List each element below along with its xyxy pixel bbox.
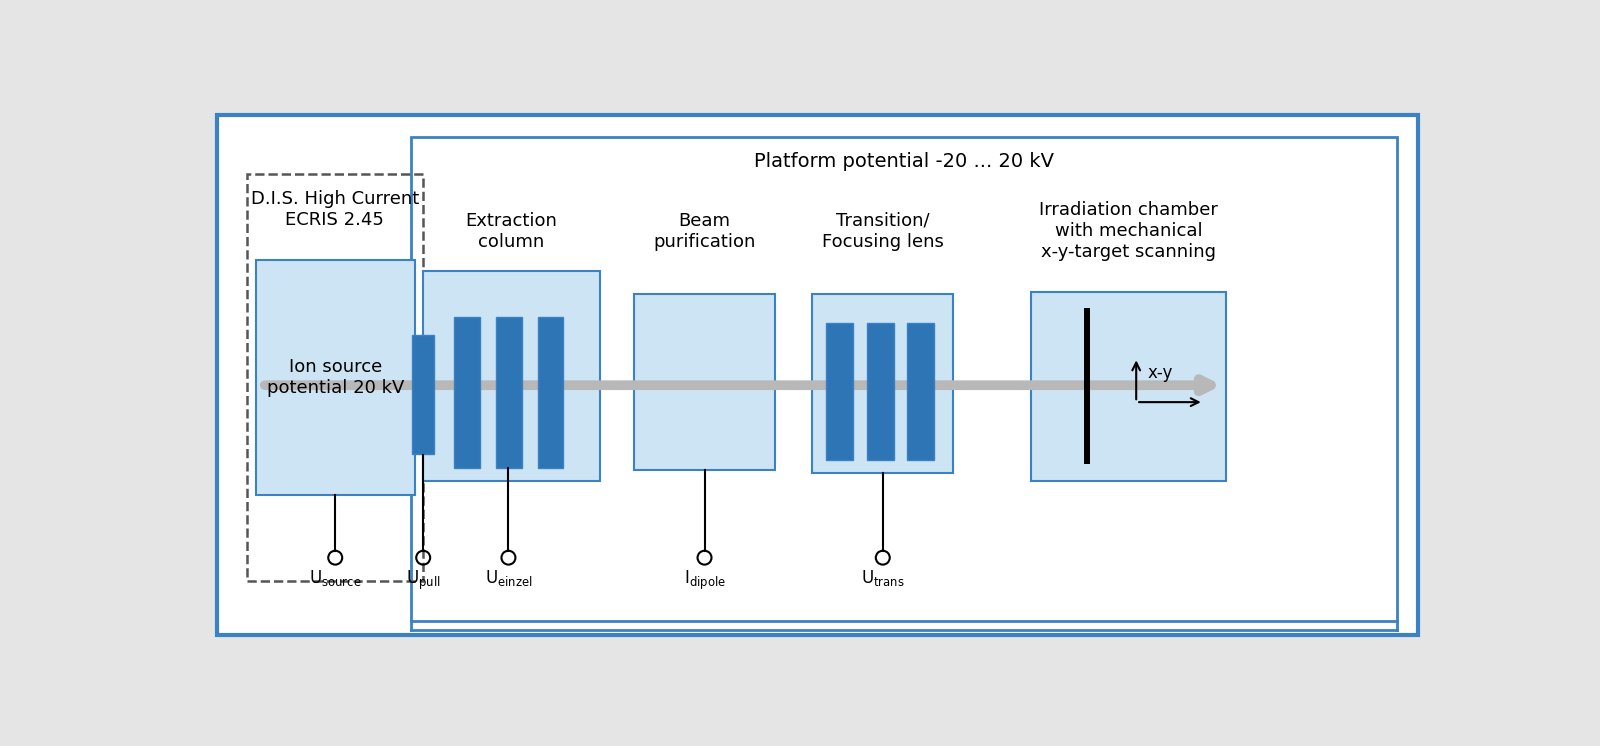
Text: $\mathrm{U}_{\mathregular{einzel}}$: $\mathrm{U}_{\mathregular{einzel}}$ bbox=[485, 568, 533, 589]
Bar bbox=[413, 335, 434, 454]
Bar bbox=[256, 260, 414, 495]
Text: Extraction
column: Extraction column bbox=[466, 212, 557, 251]
Text: x-y: x-y bbox=[1147, 364, 1173, 382]
Bar bbox=[422, 272, 600, 480]
Bar bbox=[411, 137, 1397, 621]
Bar bbox=[246, 175, 422, 581]
Text: Beam
purification: Beam purification bbox=[653, 212, 755, 251]
Bar bbox=[538, 318, 563, 468]
Text: $\mathrm{U}_{\mathregular{source}}$: $\mathrm{U}_{\mathregular{source}}$ bbox=[309, 568, 362, 589]
Text: Platform potential -20 ... 20 kV: Platform potential -20 ... 20 kV bbox=[754, 152, 1054, 172]
Text: Irradiation chamber
with mechanical
x-y-target scanning: Irradiation chamber with mechanical x-y-… bbox=[1038, 201, 1218, 261]
Bar bbox=[496, 318, 522, 468]
Bar bbox=[634, 295, 774, 470]
Bar bbox=[454, 318, 480, 468]
Bar bbox=[826, 323, 853, 460]
Text: Ion source
potential 20 kV: Ion source potential 20 kV bbox=[267, 358, 403, 397]
Text: $\mathrm{U}_{\mathregular{trans}}$: $\mathrm{U}_{\mathregular{trans}}$ bbox=[861, 568, 904, 589]
Text: Transition/
Focusing lens: Transition/ Focusing lens bbox=[822, 212, 944, 251]
Text: D.I.S. High Current
ECRIS 2.45: D.I.S. High Current ECRIS 2.45 bbox=[251, 190, 419, 229]
Bar bbox=[1030, 292, 1226, 480]
Text: $\mathrm{I}_{\mathregular{dipole}}$: $\mathrm{I}_{\mathregular{dipole}}$ bbox=[683, 568, 725, 592]
Bar bbox=[813, 295, 954, 473]
Bar bbox=[1083, 308, 1091, 464]
Text: $\mathrm{U}_{\mathregular{pull}}$: $\mathrm{U}_{\mathregular{pull}}$ bbox=[406, 568, 440, 592]
Bar bbox=[907, 323, 934, 460]
Bar bbox=[867, 323, 894, 460]
